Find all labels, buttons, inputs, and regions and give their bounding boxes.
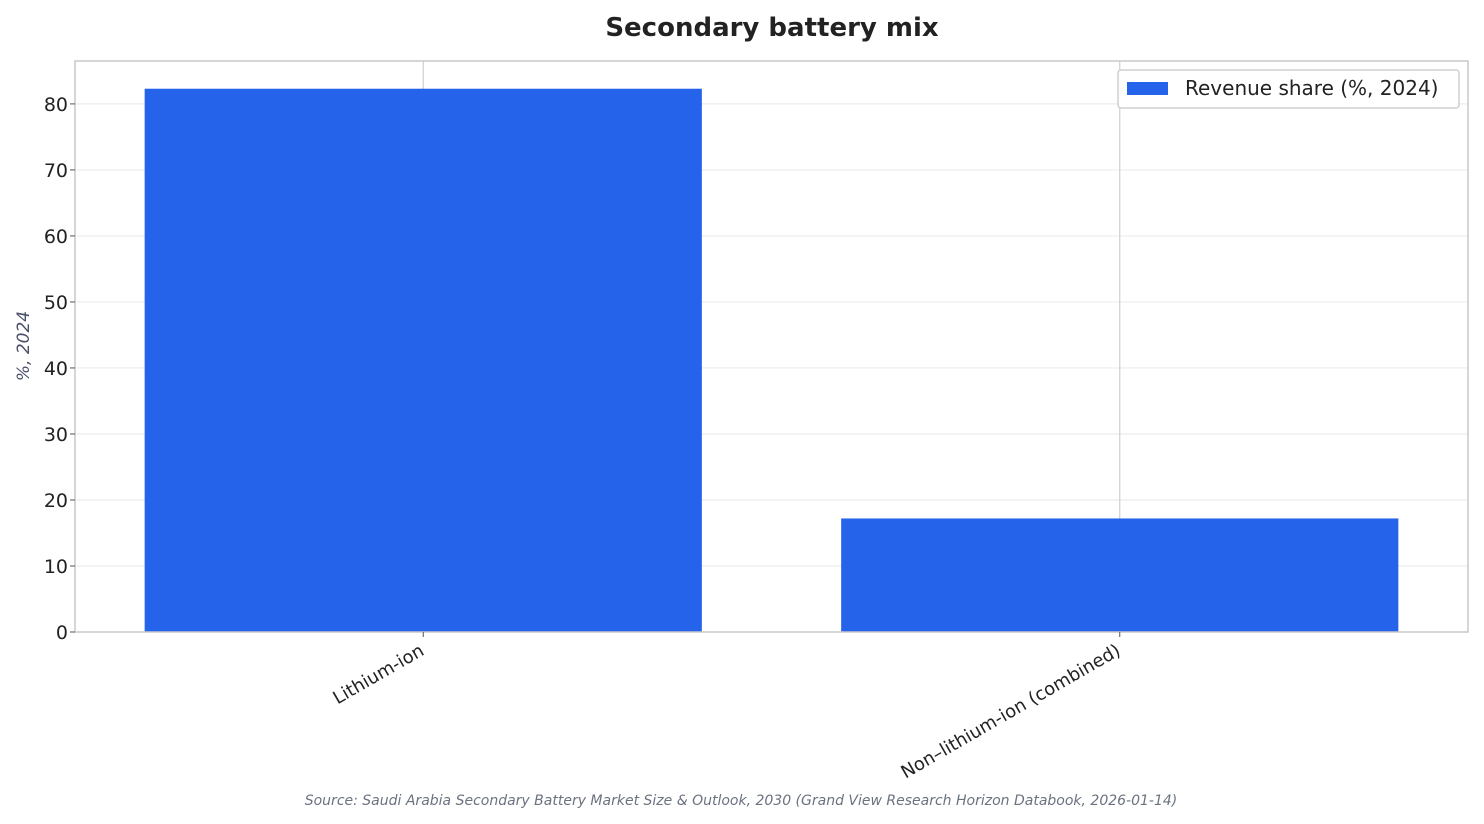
y-tick-label: 50: [44, 292, 68, 314]
legend: Revenue share (%, 2024): [1117, 69, 1460, 109]
bar-2: [841, 518, 1399, 632]
legend-swatch: [1127, 82, 1168, 95]
source-note: Source: Saudi Arabia Secondary Battery M…: [305, 793, 1178, 809]
y-tick-label: 40: [44, 358, 68, 380]
x-tick-label: Non–lithium-ion (combined): [897, 640, 1124, 783]
bar-1: [144, 88, 702, 632]
y-axis-ticks: 0 10 20 30 40 50 60 70 80: [44, 94, 75, 644]
y-tick-label: 30: [44, 424, 68, 446]
legend-label: Revenue share (%, 2024): [1185, 76, 1438, 100]
chart-title: Secondary battery mix: [605, 13, 939, 43]
x-tick-label: Lithium-ion: [329, 640, 427, 709]
y-tick-label: 70: [44, 160, 68, 182]
y-axis-label: %, 2024: [14, 311, 34, 381]
y-tick-label: 20: [44, 490, 68, 512]
legend-box: [1117, 69, 1460, 109]
plot-frame: [74, 60, 1469, 633]
bars: [144, 88, 1399, 632]
y-tick-label: 80: [44, 94, 68, 116]
y-tick-label: 10: [44, 556, 68, 578]
x-axis-ticks: Lithium-ion Non–lithium-ion (combined): [329, 632, 1124, 783]
y-tick-label: 0: [56, 622, 68, 644]
y-tick-label: 60: [44, 226, 68, 248]
